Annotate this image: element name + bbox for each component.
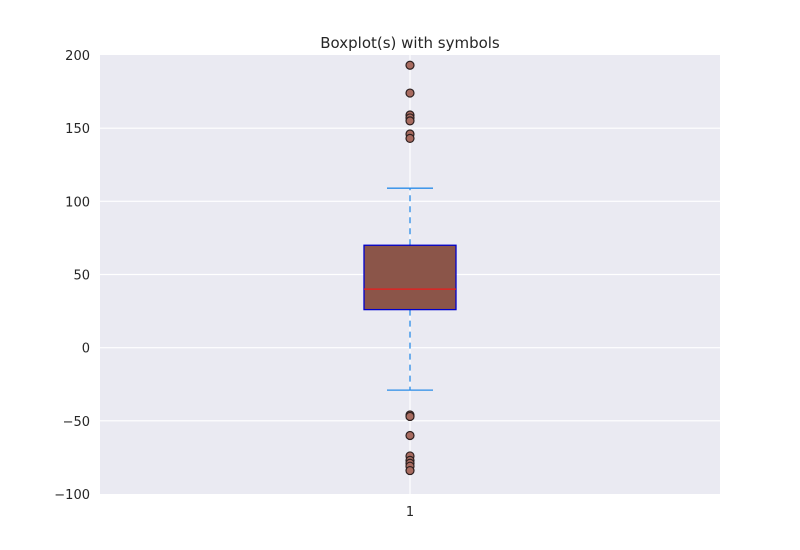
y-tick-label: −100 — [54, 488, 90, 503]
outlier-point — [405, 116, 415, 126]
x-tick-label: 1 — [406, 505, 414, 520]
y-axis: 200 150 100 50 0 −50 −100 — [54, 49, 90, 503]
outlier-point — [405, 411, 415, 422]
outlier-point — [405, 430, 415, 441]
y-tick-label: −50 — [63, 415, 90, 430]
y-tick-label: 0 — [82, 342, 90, 357]
outlier-point — [405, 88, 415, 98]
box-iqr — [363, 244, 457, 311]
x-axis: 1 — [406, 505, 414, 520]
outlier-point — [405, 60, 415, 70]
outlier-point — [405, 465, 415, 476]
y-tick-label: 50 — [73, 269, 90, 284]
box-group — [363, 60, 457, 476]
chart-title: Boxplot(s) with symbols — [320, 34, 500, 52]
outlier-point — [405, 133, 415, 144]
y-tick-label: 100 — [65, 195, 90, 210]
y-tick-label: 150 — [65, 122, 90, 137]
y-tick-label: 200 — [65, 49, 90, 64]
